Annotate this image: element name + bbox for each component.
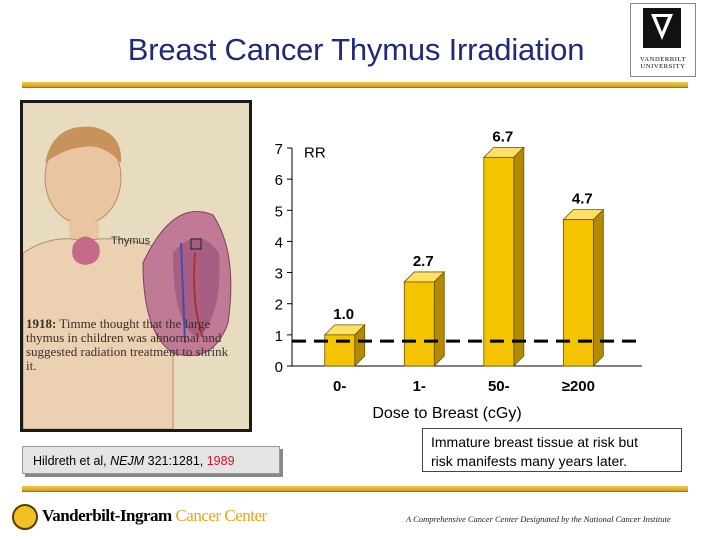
note-line2: risk manifests many years later. (431, 453, 628, 469)
y-tick-label: 0 (275, 359, 283, 376)
vanderbilt-logo: VANDERBILT UNIVERSITY (630, 3, 696, 77)
historical-illustration: Thymus 1918: Timme thought that the larg… (20, 100, 252, 432)
child-thymus-drawing (23, 103, 249, 429)
bar (324, 334, 356, 367)
footer-org: Vanderbilt-Ingram (42, 506, 172, 525)
x-axis-label: Dose to Breast (cGy) (372, 405, 521, 422)
footer-tagline: A Comprehensive Cancer Center Designated… (406, 514, 671, 524)
bar-value-label: 2.7 (413, 253, 434, 270)
logo-text: VANDERBILT UNIVERSITY (631, 56, 695, 70)
y-tick-label: 5 (275, 203, 283, 220)
bar (403, 281, 435, 367)
logo-text-line2: UNIVERSITY (640, 63, 686, 70)
y-tick-label: 4 (275, 234, 283, 251)
note-box: Immature breast tissue at risk but risk … (422, 428, 682, 472)
x-tick-label: 1- (413, 378, 426, 395)
y-axis-label: RR (304, 144, 326, 161)
bar-value-label: 4.7 (572, 191, 593, 208)
thymus-label: Thymus (111, 235, 151, 247)
bar (562, 219, 594, 367)
y-tick-label: 7 (275, 141, 283, 158)
citation-journal: NEJM (110, 454, 145, 468)
top-divider (22, 82, 688, 88)
y-tick-label: 3 (275, 266, 283, 283)
cancer-center-logo-icon (12, 504, 38, 530)
bar-side (433, 270, 445, 367)
y-tick-label: 2 (275, 297, 283, 314)
bar-value-label: 1.0 (333, 306, 354, 323)
y-tick-label: 1 (275, 328, 283, 345)
note-line1: Immature breast tissue at risk but (431, 434, 638, 450)
logo-text-line1: VANDERBILT (639, 56, 687, 63)
x-tick-label: 50- (488, 378, 510, 395)
y-tick-label: 6 (275, 172, 283, 189)
oak-leaf-icon (651, 14, 673, 40)
footer-org-name: Vanderbilt-Ingram Cancer Center (42, 506, 267, 526)
bar (483, 156, 515, 367)
citation-box: Hildreth et al, NEJM 321:1281, 1989 (22, 446, 280, 474)
citation-authors: Hildreth et al, (33, 454, 111, 468)
bar-side (513, 146, 525, 367)
caption-text: Timme thought that the large thymus in c… (26, 316, 229, 373)
footer-org-suffix: Cancer Center (175, 506, 267, 525)
citation-year: 1989 (206, 454, 235, 468)
photo-caption: 1918: Timme thought that the large thymu… (26, 317, 234, 373)
bottom-divider (22, 486, 688, 492)
caption-year: 1918: (26, 316, 57, 331)
slide-title: Breast Cancer Thymus Irradiation (127, 32, 585, 67)
relative-risk-bar-chart: 0 1 2 3 4 5 6 7 RR 1.0 0- 2.7 1- 6.7 50- 4.7 ≥200 Dose to… (275, 128, 642, 422)
citation-ref: 321:1281, (144, 454, 207, 468)
x-tick-label: 0- (333, 378, 346, 395)
x-tick-label: ≥200 (562, 378, 595, 395)
bar-value-label: 6.7 (492, 128, 513, 145)
